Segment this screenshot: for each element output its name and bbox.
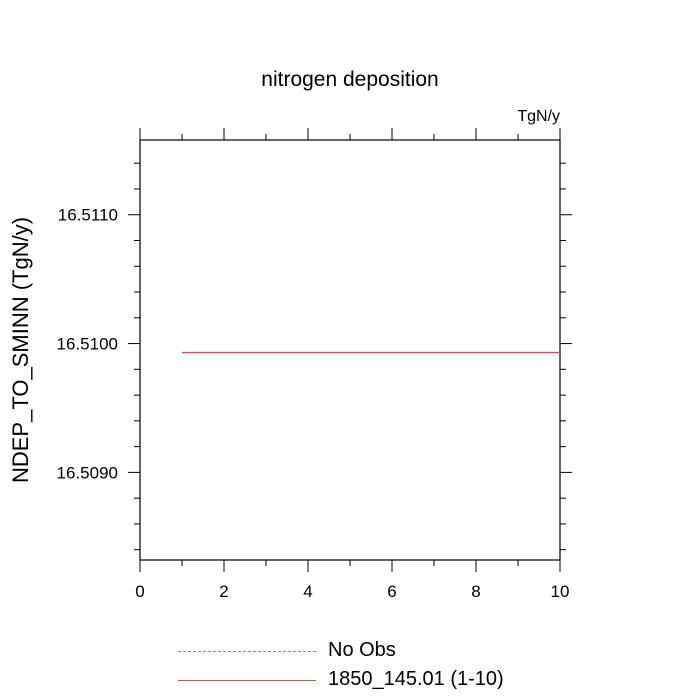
- y-tick-label: 16.5090: [57, 463, 118, 482]
- legend-label-no-obs: No Obs: [328, 639, 396, 661]
- x-tick-label: 4: [303, 582, 312, 601]
- units-label: TgN/y: [517, 108, 560, 125]
- legend-swatch-no-obs: [178, 651, 316, 652]
- chart-title: nitrogen deposition: [261, 68, 439, 91]
- legend-swatch-1850: [178, 680, 316, 681]
- x-tick-label: 6: [387, 582, 396, 601]
- x-tick-label: 2: [219, 582, 228, 601]
- y-tick-label: 16.5100: [57, 335, 118, 354]
- plot-frame: [139, 139, 561, 561]
- x-tick-label: 8: [471, 582, 480, 601]
- x-tick-label: 0: [135, 582, 144, 601]
- y-tick-label: 16.5110: [58, 206, 118, 225]
- legend-label-1850: 1850_145.01 (1-10): [328, 668, 504, 690]
- x-tick-label: 10: [551, 582, 570, 601]
